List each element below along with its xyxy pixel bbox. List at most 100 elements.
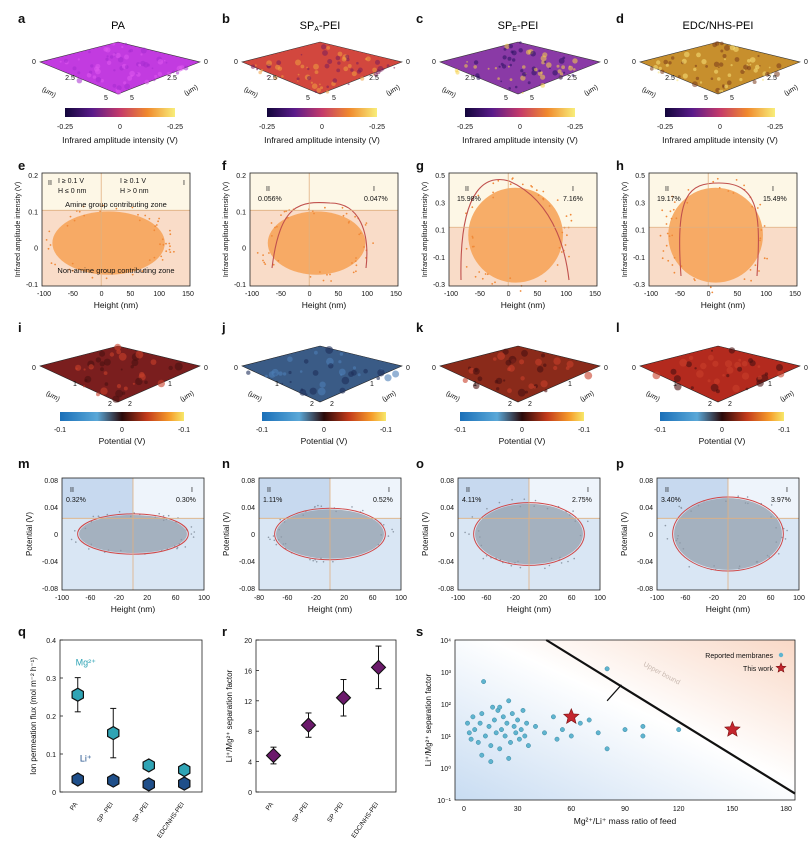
surface-bump [131,359,139,367]
data-point-series1 [106,773,120,788]
surface-bump [157,71,163,77]
potential-scatter-panel-o: 0.08 0.04 0 -0.04 -0.08 -100 -60 -20 20 60 100 Heig… [421,477,606,614]
surface-bump [88,364,94,370]
y-tick: 0.2 [236,173,246,180]
surface-bump [128,50,131,53]
surface-bump [312,370,319,376]
surface-bump [277,66,283,71]
surface-bump [718,89,722,93]
kpfm-surface-panel-3: 0 1 2 2 1 0 (μm) (μm) -0.1 0 -0.1 Potential (V) [632,345,808,446]
surface-bump [682,73,688,79]
surface-bump [717,77,721,81]
scatter-point [173,250,175,253]
surface-bump [254,64,257,67]
surface-bump [724,84,728,89]
surface-bump [154,74,158,79]
x-axis-label: Mg²⁺/Li⁺ mass ratio of feed [574,816,677,826]
surface-bump [372,67,377,73]
colorbar-label: Potential (V) [699,436,746,446]
surface-bump [114,343,122,351]
quadrant-roman: I [183,180,185,187]
scatter-point [738,565,741,567]
y-tick: 20 [244,638,252,645]
surface-topography [241,41,403,95]
scatter-point [727,190,730,192]
surface-bump [496,387,500,391]
scatter-point [665,215,668,218]
axis-tick: 0 [204,365,208,372]
axis-tick: 2 [708,401,712,408]
surface-bump [501,64,507,69]
surface-bump [124,65,129,69]
quadrant-roman: II [465,186,469,193]
scatter-point [766,554,769,557]
quadrant-percent: 2.75% [572,497,592,504]
zone-top [42,173,190,211]
surface-bump [765,71,770,77]
scatter-point [718,187,721,189]
surface-bump [313,63,319,70]
y-tick: 0 [242,246,246,253]
scatter-point [754,264,757,267]
surface-bump [652,371,661,380]
colorbar-tick: -0.25 [457,124,473,131]
scatter-point [574,520,577,522]
surface-bump [337,51,343,57]
scatter-point [465,266,468,268]
scatter-point [274,226,276,229]
axis-unit: (μm) [441,86,457,99]
reported-membrane-point [504,720,510,726]
reported-membrane-point [497,746,503,752]
scatter-point [158,512,160,515]
reported-membrane-point [466,730,472,736]
surface-bump [310,81,313,84]
scatter-point [486,273,489,276]
scatter-point [750,279,752,282]
scatter-point [162,515,165,517]
surface-bump [324,63,330,69]
surface-bump [120,368,123,371]
scatter-point [471,235,474,238]
axis-tick: 2.5 [167,75,177,82]
axis-tick: 0 [604,365,608,372]
potential-scatter-panel-n: 0.08 0.04 0 -0.04 -0.08 -80 -60 -20 20 60 100 Heigh… [222,477,407,614]
y-tick: 0.1 [635,228,645,235]
scatter-point [492,196,495,199]
x-tick: 60 [369,595,377,602]
surface-bump [116,349,122,355]
surface-bump [297,73,300,76]
x-tick: 100 [793,595,805,602]
surface-bump [517,388,526,397]
colorbar-tick: -0.25 [57,124,73,131]
surface-bump [708,354,714,361]
surface-bump [138,63,142,67]
surface-bump [568,65,571,68]
y-tick: 10⁴ [440,638,451,645]
surface-bump [573,68,576,71]
quadrant-percent: 3.40% [661,497,681,504]
scatter-point [770,504,773,506]
surface-bump [92,75,97,79]
reported-membrane-point [479,752,485,758]
scatter-point [74,530,76,532]
surface-bump [665,63,669,67]
surface-bump [124,54,129,60]
scatter-point [570,219,573,222]
axis-tick: 0 [632,365,636,372]
colorbar-tick: -0.25 [167,124,183,131]
surface-bump [256,68,259,71]
surface-bump [116,384,122,389]
surface-bump [121,391,126,395]
scatter-point [153,229,156,232]
colorbar-tick: -0.25 [657,124,673,131]
scatter-point [672,208,675,211]
scatter-point [106,513,109,516]
surface-bump [109,55,114,59]
colorbar-tick: -0.1 [454,427,466,434]
quadrant-roman: I [587,487,589,494]
x-category-label: SP -PEI [326,801,345,824]
surface-bump [316,87,322,93]
scatter-point [471,245,474,248]
colorbar-tick: 0 [320,124,324,131]
